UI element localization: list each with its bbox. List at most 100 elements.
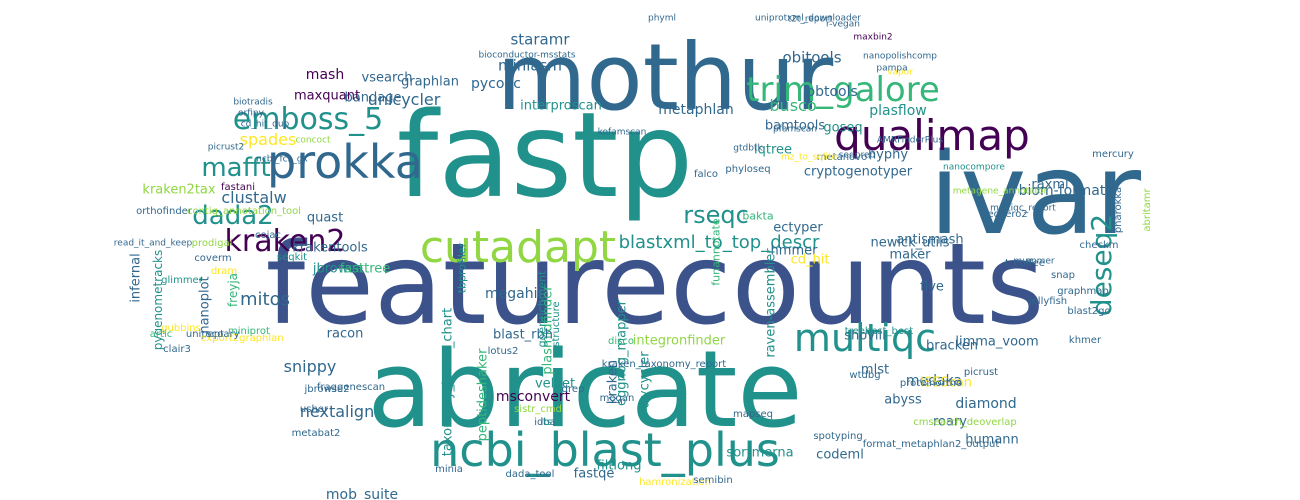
word-cloud-word: lotus2 <box>487 346 519 357</box>
word-cloud-word: pycoqc <box>470 76 522 92</box>
word-cloud-word: goseq <box>823 120 863 136</box>
word-cloud-word: dada2 <box>192 201 274 231</box>
word-cloud-word: mash <box>305 67 345 83</box>
word-cloud-word: itsx <box>540 417 558 428</box>
word-cloud-word: multiqc_report <box>990 203 1056 214</box>
word-cloud-word: t2t_report <box>787 14 833 25</box>
word-cloud-word: phyml <box>647 13 677 24</box>
word-cloud-word: raven-assembler <box>763 248 779 358</box>
word-cloud-word: raxml <box>1031 177 1069 193</box>
word-cloud-word: mz_to_sqlite <box>781 152 837 163</box>
word-cloud-word: bbtools <box>806 84 858 100</box>
word-cloud-word: bandage <box>344 90 402 106</box>
word-cloud-word: quast <box>306 210 344 226</box>
word-cloud-word: bamtools <box>764 118 826 134</box>
word-cloud-word: picrust <box>963 367 999 378</box>
word-cloud-word: jbrowse2 <box>304 384 350 395</box>
word-cloud-word: cryptogenotyper <box>803 164 913 180</box>
word-cloud-word: ncbi_fcs_gx <box>256 154 308 165</box>
word-cloud-word: nextalign <box>299 402 375 421</box>
word-cloud-word: mitos <box>240 289 290 310</box>
word-cloud-word: blast_rbh <box>492 327 554 343</box>
word-cloud-word: jbrowse <box>312 261 364 277</box>
word-cloud-word: limma_voom <box>955 334 1039 350</box>
word-cloud-word: tbprofiler <box>455 242 469 294</box>
word-cloud-word: codeml <box>816 447 864 463</box>
word-cloud-word: mlst <box>860 362 890 378</box>
word-cloud-word: concoct <box>295 135 331 146</box>
word-cloud-word: ISEScan <box>920 375 972 391</box>
word-cloud-word: mafft <box>201 153 271 183</box>
word-cloud-word: pampa <box>876 63 908 74</box>
word-cloud-word: pharokka <box>1113 186 1124 234</box>
word-cloud-word: mummer <box>1013 256 1055 267</box>
word-cloud-word: mercury <box>1092 149 1134 160</box>
word-cloud-word: prodigal <box>191 238 233 249</box>
word-cloud-word: plasflow <box>869 103 927 119</box>
word-cloud-word: semibin <box>693 475 733 486</box>
word-cloud-word: ncbi_blast_plus <box>430 423 780 477</box>
word-cloud-word: prokka <box>267 135 423 189</box>
word-cloud-word: read_it_and_keep <box>113 238 193 249</box>
word-cloud-word: kraken2tax <box>142 182 216 198</box>
word-cloud-word: maxbin2 <box>853 32 893 43</box>
word-cloud-word: abyss <box>884 392 922 408</box>
word-cloud-word: artic <box>149 329 173 340</box>
word-cloud-word: seqkit <box>276 252 308 263</box>
word-cloud-word: khmer <box>1068 335 1102 346</box>
word-cloud-word: mob_suite <box>325 487 399 500</box>
word-cloud-word: sortmerna <box>726 445 794 461</box>
word-cloud-word: coverm <box>194 253 232 264</box>
word-cloud-word: abricate <box>367 328 803 451</box>
word-cloud-word: structure <box>551 301 562 347</box>
word-cloud-word: fasttree <box>339 261 391 277</box>
word-cloud-word: sistr_cmd <box>514 404 562 415</box>
word-cloud-word: medaka <box>905 373 963 389</box>
word-cloud-word: dram <box>210 266 238 277</box>
word-cloud-word: metanovo <box>816 152 868 163</box>
word-cloud-word: maxquant <box>293 88 361 104</box>
word-cloud-word: orthofinder <box>136 206 192 217</box>
word-cloud-word: idba <box>534 417 556 428</box>
word-cloud-word: nanocompore <box>943 162 1005 173</box>
word-cloud-word: bioconductor-msstats <box>478 50 576 61</box>
word-cloud-word: vsearch <box>361 70 413 86</box>
word-cloud-word: proteinortho <box>899 378 963 389</box>
word-cloud-word: kraken2 <box>224 224 346 259</box>
word-cloud-word: disco <box>608 336 634 347</box>
word-cloud-word: jellyfish <box>1028 296 1068 307</box>
word-cloud-word: megahit <box>485 286 543 302</box>
word-cloud-word: featurecounts <box>265 220 1045 350</box>
word-cloud-word: uniprotxml_downloader <box>754 13 862 24</box>
word-cloud-word: fastani <box>220 182 256 193</box>
word-cloud-word: blast2go <box>1067 306 1111 317</box>
word-cloud-word: flye <box>920 279 944 295</box>
word-cloud-word: racon <box>326 326 364 342</box>
word-cloud-word: cojac <box>254 230 282 241</box>
word-cloud-word: wtdbg <box>849 370 881 381</box>
word-cloud-word: miniasm <box>497 56 563 75</box>
word-cloud-word: abritamr <box>1142 188 1153 232</box>
word-cloud-word: krakentools <box>292 240 368 256</box>
word-cloud-word: spotyping <box>813 431 863 442</box>
word-cloud-word: export2graphlan <box>200 333 284 344</box>
word-cloud-word: maker <box>889 247 931 263</box>
word-cloud-word: metabat2 <box>291 428 341 439</box>
word-cloud-word: emboss_5 <box>232 102 384 137</box>
word-cloud-word: contig_annotation_tool <box>186 206 302 217</box>
word-cloud-word: busco <box>769 96 817 115</box>
word-cloud-word: diamond <box>955 396 1017 412</box>
word-cloud-word: bracken <box>925 338 979 354</box>
word-cloud-word: cutadapt <box>419 222 617 273</box>
word-cloud-word: roary <box>932 414 968 430</box>
word-cloud-word: kraken_taxonomy_report <box>601 359 727 370</box>
word-cloud-word: ivar <box>928 130 1142 260</box>
word-cloud-word: infernal <box>128 253 144 303</box>
word-cloud-word: dada_tool <box>505 469 555 480</box>
word-cloud-word: integronfinder <box>632 333 726 349</box>
word-cloud-word: t_coffee <box>1005 258 1045 269</box>
word-cloud-word: seqsero2 <box>982 209 1028 220</box>
word-cloud-word: unipept <box>185 329 225 340</box>
word-cloud-word: vapor <box>887 67 913 78</box>
